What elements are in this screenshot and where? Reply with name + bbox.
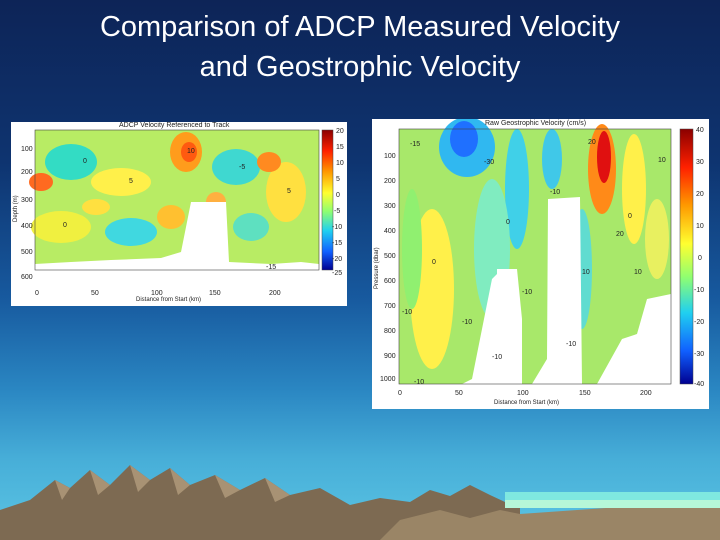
adcp-y-tick: 100 bbox=[21, 146, 33, 153]
geostrophic-colorbar-tick: -40 bbox=[694, 381, 705, 388]
geostrophic-contour-label: -10 bbox=[462, 319, 473, 326]
adcp-contour-label: 5 bbox=[129, 178, 133, 185]
geostrophic-contour-label: 0 bbox=[432, 259, 436, 266]
geostrophic-x-tick: 200 bbox=[640, 390, 652, 397]
geostrophic-contour-label: -10 bbox=[522, 289, 533, 296]
geostrophic-y-tick: 500 bbox=[384, 253, 396, 260]
adcp-y-tick: 300 bbox=[21, 197, 33, 204]
geostrophic-colorbar-tick: 30 bbox=[696, 159, 704, 166]
geostrophic-field-blobs bbox=[402, 119, 669, 369]
adcp-x-tick: 0 bbox=[35, 290, 39, 297]
adcp-colorbar-tick: 15 bbox=[336, 144, 344, 151]
adcp-x-tick: 50 bbox=[91, 290, 99, 297]
adcp-contour-label: 0 bbox=[63, 222, 67, 229]
geostrophic-colorbar-tick: 0 bbox=[698, 255, 702, 262]
geostrophic-contour-label: -10 bbox=[414, 379, 425, 386]
geostrophic-y-tick: 100 bbox=[384, 153, 396, 160]
geostrophic-x-axis-label: Distance from Start (km) bbox=[494, 400, 560, 406]
adcp-velocity-figure: ADCP Velocity Referenced to Track Depth … bbox=[11, 122, 347, 306]
adcp-y-tick: 600 bbox=[21, 274, 33, 281]
geostrophic-y-axis-label: Pressure (dbar) bbox=[374, 247, 380, 289]
geostrophic-colorbar-tick: 40 bbox=[696, 127, 704, 134]
slide-title-line1: Comparison of ADCP Measured Velocity bbox=[99, 11, 621, 43]
geostrophic-velocity-field bbox=[398, 119, 694, 385]
adcp-colorbar-tick: 20 bbox=[336, 128, 344, 135]
adcp-field-blobs bbox=[29, 132, 306, 246]
adcp-y-axis-label: Depth (m) bbox=[13, 195, 19, 222]
adcp-x-tick: 200 bbox=[269, 290, 281, 297]
geostrophic-contour-label: -10 bbox=[402, 309, 413, 316]
geostrophic-colorbar-tick: 20 bbox=[696, 191, 704, 198]
geostrophic-contour-label: 0 bbox=[628, 213, 632, 220]
geostrophic-contour-label: 10 bbox=[658, 157, 666, 164]
adcp-contour-label: 5 bbox=[287, 188, 291, 195]
geostrophic-y-tick: 700 bbox=[384, 303, 396, 310]
geostrophic-x-tick: 100 bbox=[517, 390, 529, 397]
slide-title-line2: and Geostrophic Velocity bbox=[199, 51, 521, 83]
geostrophic-contour-label: 20 bbox=[616, 231, 624, 238]
geostrophic-colorbar-tick: -30 bbox=[694, 351, 705, 358]
adcp-colorbar-tick: -15 bbox=[332, 240, 343, 247]
geostrophic-contour-label: 20 bbox=[588, 139, 596, 146]
geostrophic-contour-label: -15 bbox=[410, 141, 421, 148]
adcp-x-tick: 150 bbox=[209, 290, 221, 297]
adcp-y-tick: 500 bbox=[21, 249, 33, 256]
geostrophic-velocity-figure: Raw Geostrophic Velocity (cm/s) Pressure… bbox=[372, 119, 709, 409]
geostrophic-y-tick: 800 bbox=[384, 328, 396, 335]
geostrophic-x-tick: 0 bbox=[398, 390, 402, 397]
geostrophic-contour-label: 10 bbox=[582, 269, 590, 276]
geostrophic-x-tick: 50 bbox=[455, 390, 463, 397]
adcp-contour-label: -5 bbox=[239, 164, 246, 171]
adcp-colorbar-tick: 0 bbox=[336, 192, 340, 199]
adcp-colorbar-tick: 5 bbox=[336, 176, 340, 183]
geostrophic-plot-title: Raw Geostrophic Velocity (cm/s) bbox=[485, 120, 587, 127]
geostrophic-contour-label: -10 bbox=[566, 341, 577, 348]
geostrophic-y-tick: 300 bbox=[384, 203, 396, 210]
adcp-colorbar-tick: -5 bbox=[334, 208, 341, 215]
geostrophic-y-tick: 600 bbox=[384, 278, 396, 285]
adcp-colorbar-tick: 10 bbox=[336, 160, 344, 167]
geostrophic-contour-label: 0 bbox=[506, 219, 510, 226]
geostrophic-colorbar-tick: -10 bbox=[694, 287, 705, 294]
geostrophic-y-tick: 900 bbox=[384, 353, 396, 360]
adcp-colorbar-tick: -20 bbox=[332, 256, 343, 263]
geostrophic-contour-label: -10 bbox=[492, 354, 503, 361]
geostrophic-y-tick: 1000 bbox=[380, 376, 396, 383]
adcp-colorbar-tick: -25 bbox=[332, 270, 343, 277]
geostrophic-colorbar-tick: 10 bbox=[696, 223, 704, 230]
adcp-x-axis-label: Distance from Start (km) bbox=[136, 297, 202, 303]
adcp-y-tick: 200 bbox=[21, 169, 33, 176]
adcp-colorbar bbox=[321, 129, 334, 271]
geostrophic-contour-label: -10 bbox=[550, 189, 561, 196]
adcp-plot-title: ADCP Velocity Referenced to Track bbox=[119, 122, 230, 129]
adcp-colorbar-tick: -10 bbox=[332, 224, 343, 231]
mountain-landscape-decoration bbox=[0, 465, 720, 540]
adcp-x-tick: 100 bbox=[151, 290, 163, 297]
adcp-contour-label: -15 bbox=[266, 264, 277, 271]
geostrophic-y-tick: 200 bbox=[384, 178, 396, 185]
adcp-y-tick: 400 bbox=[21, 223, 33, 230]
adcp-contour-label: 0 bbox=[83, 158, 87, 165]
adcp-velocity-field bbox=[29, 129, 334, 271]
geostrophic-y-tick: 400 bbox=[384, 228, 396, 235]
adcp-contour-label: 10 bbox=[187, 148, 195, 155]
geostrophic-colorbar bbox=[679, 128, 694, 385]
geostrophic-x-tick: 150 bbox=[579, 390, 591, 397]
geostrophic-colorbar-tick: -20 bbox=[694, 319, 705, 326]
geostrophic-contour-label: -30 bbox=[484, 159, 495, 166]
geostrophic-contour-label: 10 bbox=[634, 269, 642, 276]
